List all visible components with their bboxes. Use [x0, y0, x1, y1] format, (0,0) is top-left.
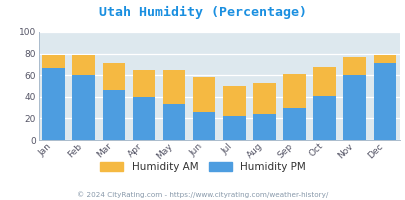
- Bar: [42, 68, 65, 140]
- Legend: Humidity AM, Humidity PM: Humidity AM, Humidity PM: [100, 162, 305, 172]
- Bar: [132, 97, 155, 140]
- Bar: [132, 70, 155, 97]
- Text: © 2024 CityRating.com - https://www.cityrating.com/weather-history/: © 2024 CityRating.com - https://www.city…: [77, 191, 328, 198]
- Bar: [72, 75, 95, 140]
- Bar: [373, 55, 395, 63]
- Bar: [42, 55, 65, 68]
- Bar: [252, 83, 275, 114]
- Bar: [192, 77, 215, 112]
- Bar: [373, 63, 395, 140]
- Bar: [192, 112, 215, 140]
- Text: Utah Humidity (Percentage): Utah Humidity (Percentage): [99, 6, 306, 19]
- Bar: [102, 90, 125, 140]
- Bar: [313, 67, 335, 96]
- Bar: [162, 104, 185, 140]
- Bar: [283, 74, 305, 108]
- Bar: [283, 108, 305, 140]
- Bar: [252, 114, 275, 140]
- Bar: [222, 86, 245, 116]
- Bar: [162, 70, 185, 104]
- Bar: [343, 57, 365, 75]
- Bar: [102, 63, 125, 90]
- Bar: [222, 116, 245, 140]
- Bar: [343, 75, 365, 140]
- Bar: [72, 55, 95, 75]
- Bar: [313, 96, 335, 140]
